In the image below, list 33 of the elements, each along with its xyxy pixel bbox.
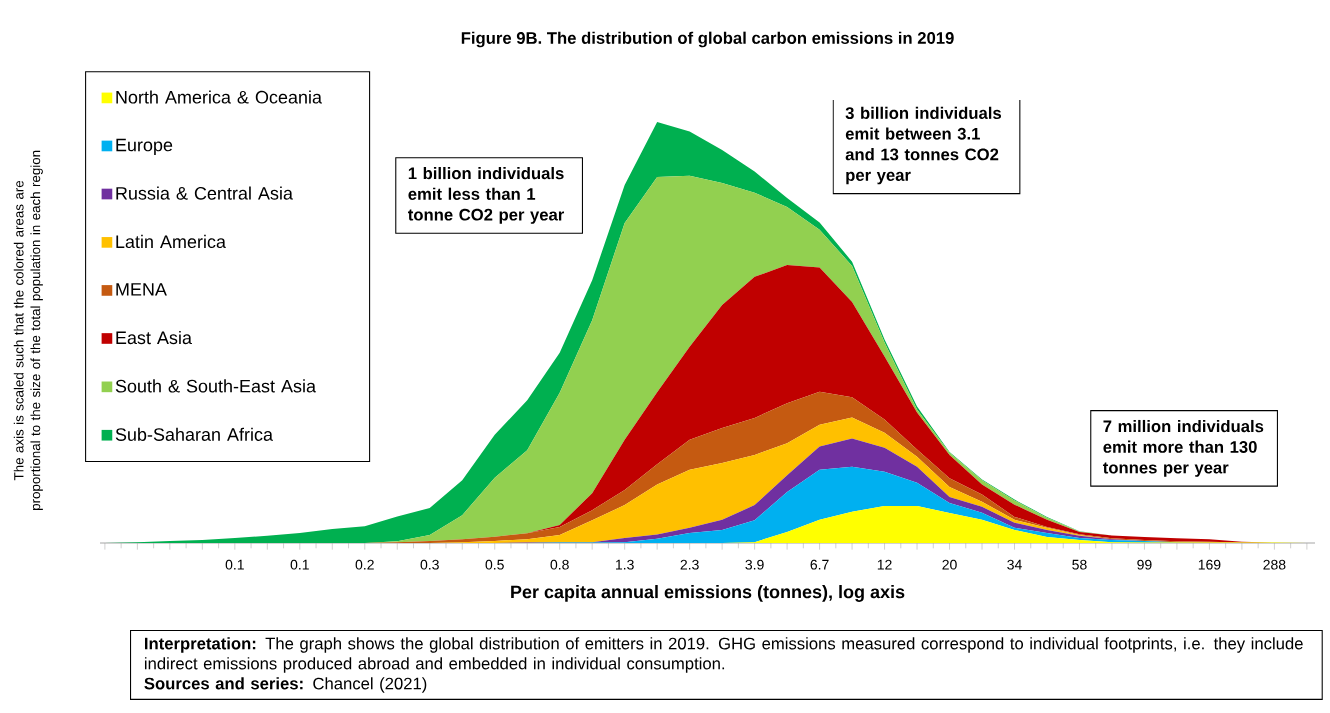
legend-label: North America & Oceania: [116, 90, 322, 104]
x-tick-label: 2.3: [680, 559, 699, 570]
y-axis-title: The axis is scaled such that the colored areas are proportional to the size of the total population in each region: [13, 150, 43, 510]
x-axis-title: Per capita annual emissions (tonnes), log axis: [511, 585, 905, 602]
x-tick-label: 169: [1198, 559, 1221, 570]
chart-title: Figure 9B. The distribution of global carbon emissions in 2019: [461, 31, 954, 48]
x-tick-label: 0.5: [485, 559, 504, 570]
legend-label: South & South-East Asia: [115, 379, 317, 393]
legend-label: Latin America: [116, 234, 226, 249]
x-tick-label: 20: [942, 559, 957, 570]
x-tick-label: 0.1: [225, 559, 244, 570]
x-tick-label: 58: [1072, 559, 1087, 570]
x-tick-label: 99: [1137, 559, 1152, 570]
legend-label: Europe: [116, 138, 173, 155]
x-tick-label: 0.3: [420, 559, 439, 570]
x-tick-label: 0.2: [355, 559, 374, 570]
legend-label: MENA: [116, 283, 167, 296]
legend-label: East Asia: [116, 330, 192, 345]
x-tick-label: 12: [877, 559, 892, 570]
x-tick-label: 0.1: [290, 559, 309, 570]
x-tick-label: 288: [1263, 559, 1286, 570]
annotation: 3 billion individuals emit between 3.1 and 13 tonnes CO2 per year: [845, 106, 1002, 185]
text: Sources and series: Chancel (2021): [144, 677, 427, 693]
x-tick-label: 6.7: [810, 559, 829, 570]
legend-label: Sub-Saharan Africa: [115, 427, 273, 441]
x-tick-label: 3.9: [745, 559, 764, 570]
text: Interpretation: The graph shows the global distribution of emitters in 2019. GHG emissions measured correspond to individual footprints, i.e. they include indirect emissions produced abroad and embedded in individual consumption.: [144, 637, 1303, 673]
x-tick-label: 34: [1007, 559, 1022, 570]
legend-label: Russia & Central Asia: [116, 186, 293, 200]
x-tick-label: 0.8: [550, 559, 569, 570]
x-tick-label: 1.3: [616, 559, 634, 570]
annotation: 1 billion individuals emit less than 1 tonne CO2 per year: [407, 166, 565, 224]
annotation: 7 million individuals emit more than 130 tonnes per year: [1102, 419, 1264, 477]
